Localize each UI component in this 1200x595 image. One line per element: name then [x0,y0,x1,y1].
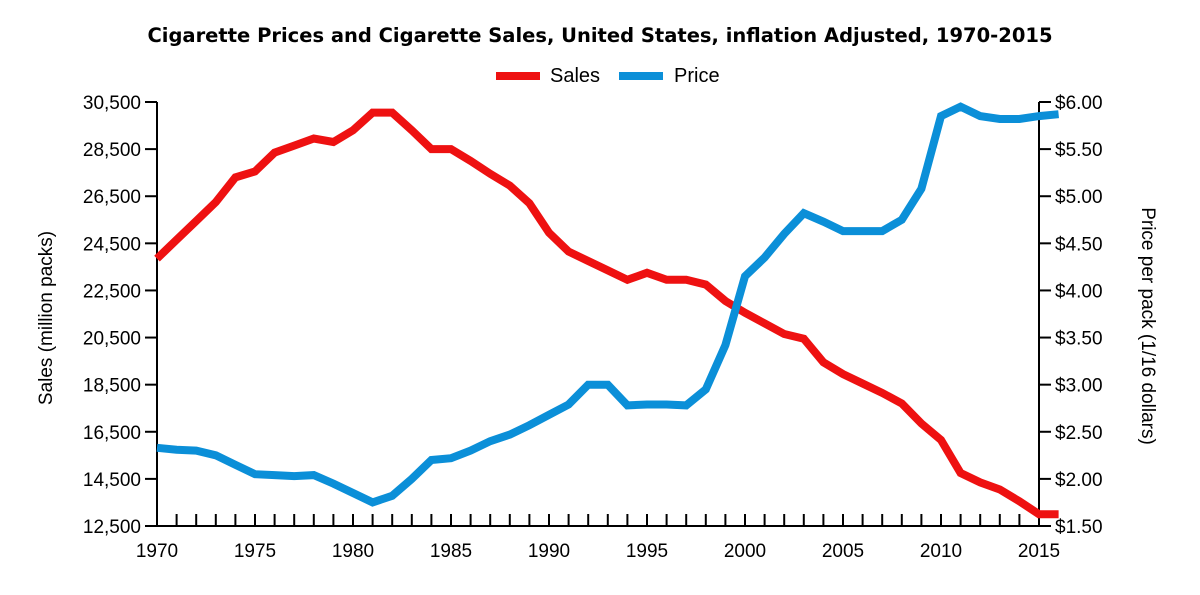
y2-tick-label: $4.00 [1055,281,1103,302]
y-tick-label: 24,500 [83,234,141,255]
x-tick-label: 2000 [724,541,766,562]
series-line-price [156,102,1059,507]
y2-tick-label: $5.00 [1055,187,1103,208]
legend-label-sales: Sales [550,65,600,87]
y-tick-label: 30,500 [83,93,141,114]
y-axis-title: Sales (million packs) [36,231,57,405]
chart-title: Cigarette Prices and Cigarette Sales, Un… [147,24,1052,47]
y-tick-label: 16,500 [83,423,141,444]
y-tick-label: 20,500 [83,329,141,350]
series-layer [154,102,1059,519]
y-tick-label: 22,500 [83,281,141,302]
tick-marks [145,101,1051,527]
x-tick-label: 1975 [234,541,276,562]
y-tick-label: 12,500 [83,517,141,538]
x-tick-label: 2010 [920,541,962,562]
y2-tick-label: $2.00 [1055,470,1103,491]
axes [156,102,1040,527]
y2-tick-label: $1.50 [1055,517,1103,538]
series-line-sales [154,108,1059,519]
y-tick-label: 14,500 [83,470,141,491]
y2-tick-label: $4.50 [1055,234,1103,255]
y2-tick-label: $3.50 [1055,329,1103,350]
y2-tick-label: $2.50 [1055,423,1103,444]
x-tick-label: 2005 [822,541,864,562]
y-tick-label: 18,500 [83,376,141,397]
x-tick-label: 1985 [430,541,472,562]
y-tick-label: 26,500 [83,187,141,208]
y-tick-label: 28,500 [83,140,141,161]
y2-tick-label: $5.50 [1055,140,1103,161]
tick-labels: 12,500 14,500 16,500 18,500 20,500 22,500 24,5… [83,93,1103,562]
x-tick-label: 1990 [528,541,570,562]
legend-label-price: Price [674,65,720,87]
y2-tick-label: $3.00 [1055,376,1103,397]
x-tick-label: 1980 [332,541,374,562]
legend: Sales Price [496,65,720,87]
x-tick-label: 2015 [1018,541,1060,562]
x-tick-label: 1995 [626,541,668,562]
y2-tick-label: $6.00 [1055,93,1103,114]
y2-axis-title: Price per pack (1/16 dollars) [1137,207,1158,445]
x-tick-label: 1970 [136,541,178,562]
